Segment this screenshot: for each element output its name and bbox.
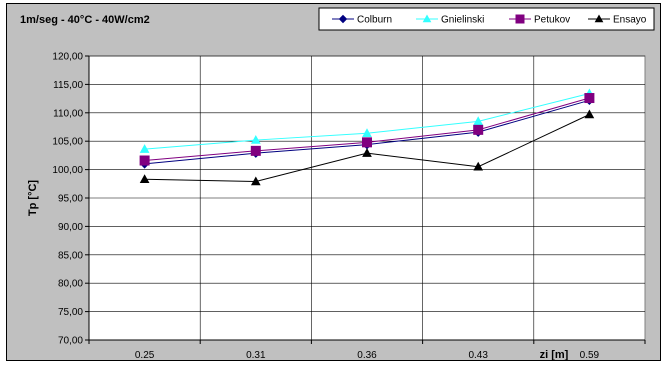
data-point xyxy=(584,109,595,119)
legend-item-colburn: Colburn xyxy=(332,15,392,26)
x-tick-label: 0.59 xyxy=(580,350,600,361)
data-point xyxy=(139,155,150,166)
y-tick-label: 115,00 xyxy=(53,80,83,91)
y-tick-label: 110,00 xyxy=(53,108,83,119)
y-tick-label: 80,00 xyxy=(58,279,83,290)
legend-item-ensayo: Ensayo xyxy=(588,14,647,26)
y-tick-label: 100,00 xyxy=(52,165,83,176)
legend-item-gnielinski: Gnielinski xyxy=(416,14,484,26)
x-axis-ticks: 0.25 0.31 0.36 0.43 0.59 xyxy=(88,340,646,361)
y-tick-label: 95,00 xyxy=(58,194,83,205)
data-point xyxy=(515,14,525,24)
x-tick-label: 0.36 xyxy=(357,350,377,361)
data-point xyxy=(250,145,261,156)
y-tick-label: 90,00 xyxy=(58,222,83,233)
y-axis-ticks: 70,00 75,00 80,00 85,00 90,00 95,00 100,00 105,… xyxy=(52,52,89,347)
data-point xyxy=(139,144,150,153)
grid xyxy=(89,55,645,340)
legend: Colburn Gnielinski Petukov Ensayo xyxy=(318,7,655,31)
series-layer xyxy=(139,88,595,186)
data-point xyxy=(473,124,484,135)
data-point xyxy=(473,161,484,171)
y-tick-label: 105,00 xyxy=(52,137,83,148)
legend-label: Colburn xyxy=(357,15,392,26)
legend-label: Ensayo xyxy=(613,15,647,26)
data-point xyxy=(362,148,372,157)
data-point xyxy=(250,135,261,144)
y-axis-label: Tp [°C] xyxy=(27,180,39,217)
data-point xyxy=(338,14,348,24)
series-petukov xyxy=(139,93,595,166)
data-point xyxy=(139,174,150,183)
data-point xyxy=(250,176,261,186)
legend-label: Gnielinski xyxy=(441,15,484,26)
x-tick-label: 0.43 xyxy=(468,350,488,361)
chart-title: 1m/seg - 40°C - 40W/cm2 xyxy=(20,14,150,26)
y-tick-label: 120,00 xyxy=(52,52,83,63)
data-point xyxy=(362,128,372,137)
series-ensayo xyxy=(139,109,595,186)
data-point xyxy=(422,14,432,23)
y-tick-label: 70,00 xyxy=(58,336,83,347)
data-point xyxy=(473,116,484,126)
data-point xyxy=(584,93,595,104)
data-point xyxy=(594,14,604,23)
legend-box xyxy=(318,7,655,31)
legend-item-petukov: Petukov xyxy=(509,14,570,26)
y-tick-label: 75,00 xyxy=(58,307,83,318)
x-tick-label: 0.31 xyxy=(246,350,266,361)
legend-label: Petukov xyxy=(534,15,570,26)
x-tick-label: 0.25 xyxy=(135,350,155,361)
data-point xyxy=(362,137,372,148)
y-tick-label: 85,00 xyxy=(58,250,83,261)
x-axis-label: zi [m] xyxy=(540,349,569,361)
